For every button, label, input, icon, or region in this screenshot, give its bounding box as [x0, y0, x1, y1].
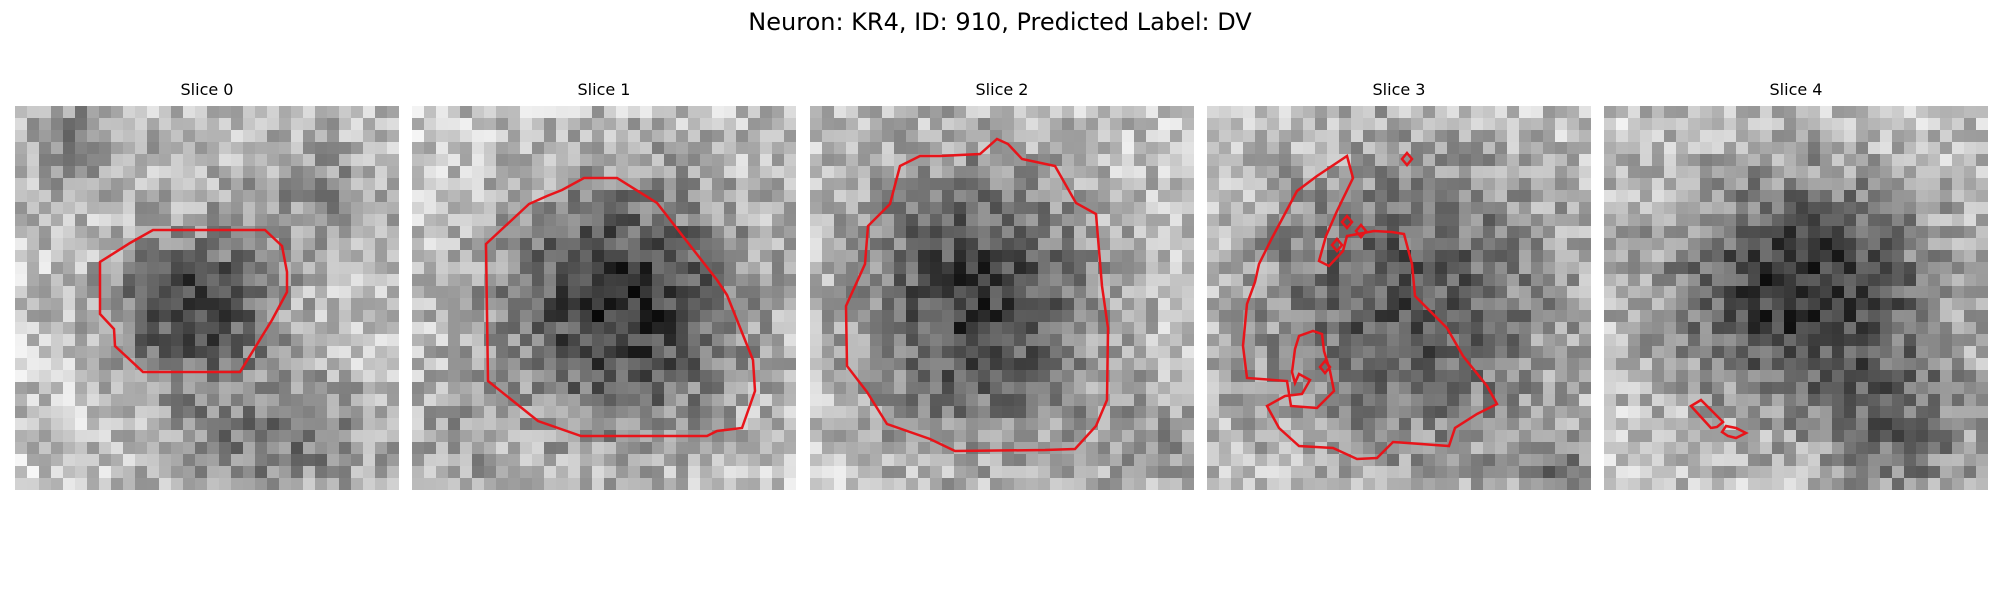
contour-outline: [1318, 359, 1332, 375]
slice-panel-0: Slice 0: [15, 80, 399, 490]
contour-outline: [1241, 153, 1499, 461]
slice-pixels-1: [412, 106, 796, 490]
contour-outline: [1340, 214, 1354, 230]
slice-image-2: [810, 106, 1194, 490]
slice-panel-4: Slice 4: [1604, 80, 1988, 490]
contour-outline: [1400, 151, 1414, 167]
slice-pixels-0: [15, 106, 399, 490]
slice-title-2: Slice 2: [975, 80, 1029, 99]
slice-panel-3: Slice 3: [1207, 80, 1591, 490]
contour-outline: [844, 137, 1110, 453]
slice-title-3: Slice 3: [1372, 80, 1426, 99]
slice-title-4: Slice 4: [1769, 80, 1823, 99]
slice-image-0: [15, 106, 399, 490]
contour-outline: [1354, 223, 1368, 239]
slice-panel-2: Slice 2: [810, 80, 1194, 490]
slice-pixels-3: [1207, 106, 1591, 490]
slice-image-3: [1207, 106, 1591, 490]
contour-outline: [98, 228, 289, 374]
slice-panel-1: Slice 1: [412, 80, 796, 490]
contour-outline: [484, 176, 757, 438]
slice-pixels-4: [1604, 106, 1988, 490]
slice-title-1: Slice 1: [577, 80, 631, 99]
contour-outline: [1689, 398, 1725, 430]
contour-outline: [1720, 424, 1749, 440]
slice-title-0: Slice 0: [180, 80, 234, 99]
slice-pixels-2: [810, 106, 1194, 490]
figure-title: Neuron: KR4, ID: 910, Predicted Label: D…: [748, 8, 1252, 36]
slice-image-1: [412, 106, 796, 490]
slice-image-4: [1604, 106, 1988, 490]
contour-outline: [1330, 237, 1344, 253]
